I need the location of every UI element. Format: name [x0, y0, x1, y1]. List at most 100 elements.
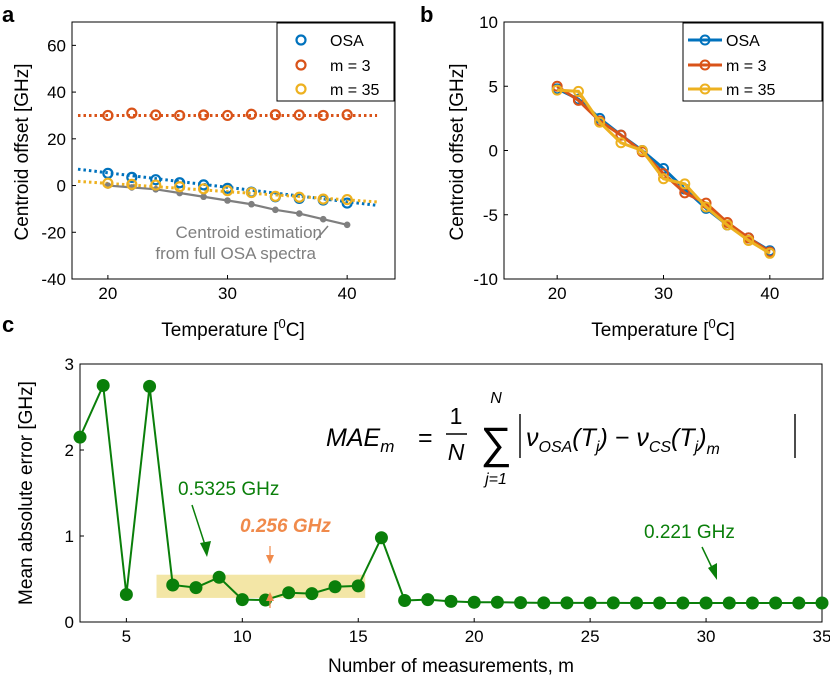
panel-c-arrowhead-left	[200, 541, 211, 557]
panel-letter-b: b	[420, 2, 433, 27]
panel-a-gray-series	[104, 182, 351, 229]
panel-c-axes-box	[79, 363, 823, 623]
panel-a-y-tick-label: -20	[41, 223, 66, 242]
panel-a-legend-osa: OSA	[330, 33, 364, 50]
panel-c-point	[96, 379, 110, 392]
panel-b-point-s2	[551, 84, 563, 96]
panel-c-line	[73, 379, 829, 610]
panel-c-arrowhead-mid-bottom	[266, 592, 274, 601]
panel-b-chart: 20 30 40 -10 -5 0 5 10 Temperature [0C] Centroi…	[447, 13, 824, 341]
panel-b-y-tick-label: -10	[473, 270, 498, 289]
panel-b-lines	[551, 80, 776, 259]
panel-c-y-tick-label: 3	[65, 355, 74, 374]
panel-c-point	[351, 579, 365, 593]
panel-c-x-tick-label: 15	[349, 627, 368, 646]
panel-b-y-tick-label: 10	[479, 13, 498, 32]
panel-b-point-s2	[679, 178, 691, 190]
panel-c-x-axis-title: Number of measurements, m	[328, 656, 574, 677]
panel-a-point-s0	[197, 179, 210, 191]
panel-a-legend-m35: m = 35	[330, 82, 379, 99]
panel-a-point-s2	[341, 193, 353, 206]
panel-a-y-tick-label: -40	[41, 270, 66, 289]
panel-a-point-s1	[317, 109, 329, 122]
panel-c-point	[792, 596, 806, 610]
panel-c-arrowhead-right	[708, 563, 717, 580]
panel-b-point-s2	[572, 85, 584, 97]
panel-b-ticks: 20 30 40 -10 -5 0 5 10	[473, 13, 779, 303]
panel-letter-c: c	[2, 312, 14, 337]
panel-c-x-tick-label: 30	[697, 627, 716, 646]
panel-c-point	[398, 594, 412, 607]
panel-c-point	[73, 430, 87, 444]
panel-b-point-s2	[636, 145, 648, 156]
panel-b-legend: OSA m = 3 m = 35	[682, 22, 823, 102]
panel-a-point-s2	[317, 193, 329, 205]
panel-c-annotation-right: 0.221 GHz	[644, 522, 735, 543]
panel-b-point-s2	[658, 173, 669, 185]
panel-a-annotation-leader	[315, 225, 329, 241]
panel-c-point	[374, 531, 388, 545]
panel-b-y-tick-label: 0	[489, 142, 498, 161]
panel-a-annotation-line1: Centroid estimation	[176, 223, 322, 242]
panel-a-point-s1	[293, 109, 305, 121]
panel-a-legend-marker-m3	[295, 59, 307, 71]
panel-c-point	[560, 596, 574, 610]
panel-c-point	[537, 596, 551, 610]
panel-c-point	[769, 596, 783, 610]
panel-a-y-tick-label: 0	[57, 177, 66, 196]
panel-c-point	[421, 593, 435, 607]
panel-c-point	[676, 596, 690, 610]
panel-c-point	[514, 596, 528, 610]
panel-a-gray-point	[295, 210, 303, 217]
panel-b-x-axis-title: Temperature [0C]	[591, 316, 734, 341]
panel-c-y-axis-title: Mean absolute error [GHz]	[16, 381, 37, 605]
panel-a-point-s2	[245, 186, 258, 199]
panel-a-gray-point	[343, 221, 351, 229]
panel-a-point-s2	[197, 183, 210, 195]
panel-b-point-s2	[594, 116, 606, 128]
panel-b-point-s2	[743, 234, 755, 246]
panel-b-point-s2	[764, 247, 776, 259]
panel-c-point	[305, 587, 319, 601]
panel-b-point-s2	[721, 219, 733, 231]
formula-body: νOSA(Tj) − νCS(Tj)m	[526, 424, 720, 458]
panel-b-y-tick-label: -5	[483, 206, 498, 225]
panel-b-point-s2	[700, 201, 712, 213]
panel-a-chart: 20 30 40 -40 -20 0 20 40 60 Temperature [0C] Cen…	[12, 21, 396, 341]
panel-b-x-tick-label: 30	[654, 284, 673, 303]
panel-c-point	[467, 595, 481, 609]
panel-c-y-tick-label: 0	[65, 613, 74, 632]
panel-c-point	[235, 593, 249, 607]
panel-c-point	[606, 596, 620, 610]
panel-a-gray-point	[224, 197, 231, 204]
panel-a-point-s2	[150, 179, 162, 191]
panel-c-point	[189, 581, 203, 595]
panel-a-gray-point	[248, 200, 255, 208]
panel-c-ticks: 5 10 15 20 25 30 35 0 1 2 3	[65, 355, 830, 646]
panel-b-legend-osa: OSA	[726, 33, 760, 50]
panel-a-point-s0	[126, 171, 138, 183]
panel-a-point-s1	[197, 109, 210, 121]
formula-lhs: MAEm	[326, 424, 394, 456]
panel-a-point-s2	[269, 190, 281, 202]
panel-c-x-tick-label: 20	[465, 627, 484, 646]
panel-b-legend-marker-m3	[699, 59, 711, 71]
panel-a-point-s0	[174, 177, 186, 189]
panel-c-point	[444, 594, 458, 608]
mae-formula: MAEm = 1 N ∑ N j=1 νOSA(Tj) − νCS(Tj)m	[326, 390, 796, 488]
panel-b-legend-marker-osa	[699, 34, 711, 46]
formula-equals: =	[418, 424, 433, 452]
panel-c-point	[143, 379, 157, 393]
formula-sum-symbol: ∑	[480, 419, 511, 468]
panel-a-point-s2	[221, 185, 234, 197]
panel-b-x-tick-label: 20	[548, 284, 567, 303]
panel-a-point-s1	[150, 109, 162, 121]
panel-a-points	[102, 107, 353, 209]
panel-c-x-tick-label: 25	[581, 627, 600, 646]
panel-c-x-tick-label: 5	[122, 627, 131, 646]
panel-a-x-axis-title: Temperature [0C]	[161, 316, 304, 341]
panel-a-point-s1	[174, 109, 186, 122]
panel-a-gray-point	[319, 215, 327, 223]
panel-a-point-s0	[341, 197, 353, 209]
